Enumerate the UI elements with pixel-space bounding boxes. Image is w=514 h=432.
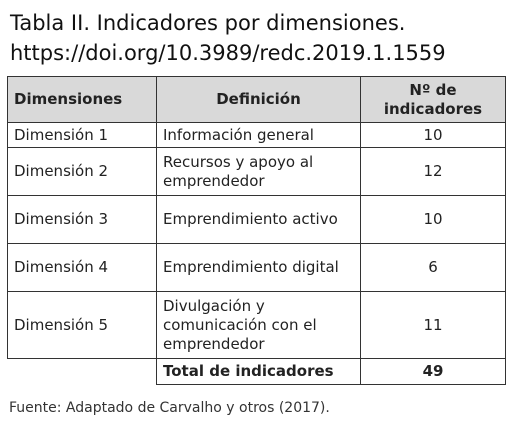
total-empty-cell [7, 358, 157, 385]
table-row: Dimensión 3 Emprendimiento activo 10 [7, 195, 506, 244]
definition-text: Emprendimiento activo [163, 210, 338, 228]
cell-definition: Información general [156, 122, 361, 148]
source-note: Fuente: Adaptado de Carvalho y otros (20… [9, 400, 330, 416]
table-row: Dimensión 5 Divulgación y comunicación c… [7, 291, 506, 359]
table-row: Dimensión 2 Recursos y apoyo al emprende… [7, 147, 506, 196]
cell-definition: Divulgación y comunicación con el empren… [156, 291, 361, 359]
table-header-row: Dimensiones Definición Nº de indicadores [7, 76, 506, 123]
cell-dimension: Dimensión 5 [7, 291, 157, 359]
cell-dimension: Dimensión 4 [7, 243, 157, 292]
definition-text: Emprendimiento digital [163, 258, 339, 276]
definition-text: Información general [163, 125, 314, 144]
table-row: Dimensión 4 Emprendimiento digital 6 [7, 243, 506, 292]
cell-count: 12 [360, 147, 506, 196]
table-total-row: Total de indicadores 49 [7, 358, 506, 385]
cell-dimension: Dimensión 1 [7, 122, 157, 148]
header-dimensions: Dimensiones [7, 76, 157, 123]
total-label: Total de indicadores [156, 358, 361, 385]
header-definition: Definición [156, 76, 361, 123]
caption-title: Tabla II. Indicadores por dimensiones. [10, 11, 406, 35]
caption-doi-link[interactable]: https://doi.org/10.3989/redc.2019.1.1559 [10, 41, 446, 65]
indicators-table: Dimensiones Definición Nº de indicadores… [7, 76, 506, 385]
cell-definition: Emprendimiento digital [156, 243, 361, 292]
cell-definition: Recursos y apoyo al emprendedor [156, 147, 361, 196]
definition-text: Divulgación y comunicación con el empren… [163, 296, 317, 353]
cell-count: 10 [360, 122, 506, 148]
cell-definition: Emprendimiento activo [156, 195, 361, 244]
header-count-line1: Nº de [409, 80, 457, 99]
cell-dimension: Dimensión 3 [7, 195, 157, 244]
cell-dimension: Dimensión 2 [7, 147, 157, 196]
cell-count: 11 [360, 291, 506, 359]
cell-count: 6 [360, 243, 506, 292]
definition-text: Recursos y apoyo al emprendedor [163, 152, 314, 190]
table-caption: Tabla II. Indicadores por dimensiones. h… [10, 8, 510, 68]
cell-count: 10 [360, 195, 506, 244]
table-row: Dimensión 1 Información general 10 [7, 122, 506, 148]
header-indicator-count: Nº de indicadores [360, 76, 506, 123]
total-count: 49 [360, 358, 506, 385]
header-count-line2: indicadores [383, 99, 483, 118]
